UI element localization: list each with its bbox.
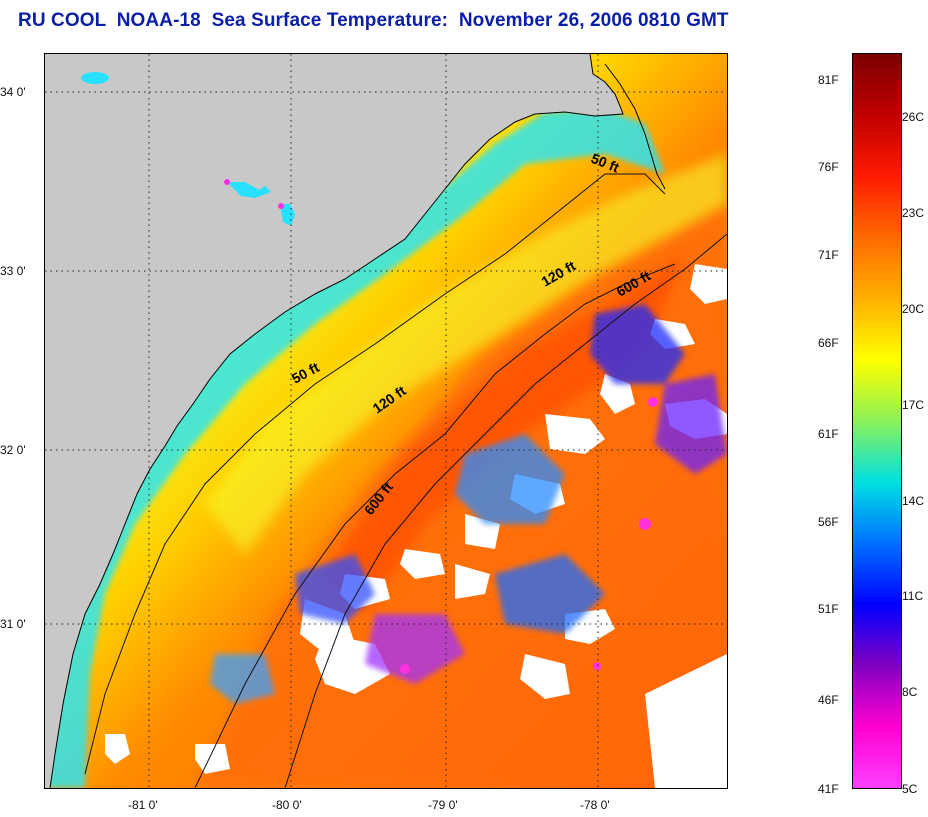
figure-title: RU COOL NOAA-18 Sea Surface Temperature:… bbox=[18, 10, 729, 31]
temperature-colorbar bbox=[852, 53, 902, 789]
colorbar-celsius-label: 26C bbox=[902, 110, 925, 124]
colorbar-celsius-label: 5C bbox=[902, 782, 918, 796]
colorbar-celsius-label: 23C bbox=[902, 206, 925, 220]
colorbar-fahrenheit-label: 46F bbox=[818, 693, 839, 707]
map-canvas: 50 ft 120 ft 600 ft 50 ft 120 ft 600 ft bbox=[45, 54, 727, 788]
land-mask bbox=[45, 54, 623, 788]
colorbar-fahrenheit-label: 71F bbox=[818, 248, 839, 262]
coastline bbox=[49, 54, 624, 788]
inland-lake bbox=[81, 72, 109, 84]
inland-water-coastline bbox=[604, 63, 666, 190]
colorbar-fahrenheit-label: 76F bbox=[818, 160, 839, 174]
colorbar-celsius-label: 20C bbox=[902, 302, 925, 316]
colorbar-fahrenheit-label: 41F bbox=[818, 782, 839, 796]
longitude-tick-label: -79 0' bbox=[428, 798, 458, 812]
cold-eddies bbox=[210, 304, 727, 704]
longitude-tick-label: -80 0' bbox=[272, 798, 302, 812]
colorbar-celsius-label: 11C bbox=[902, 589, 924, 603]
longitude-tick-label: -81 0' bbox=[128, 798, 158, 812]
colorbar-fahrenheit-label: 51F bbox=[818, 602, 839, 616]
lat-lon-grid bbox=[45, 54, 727, 788]
latitude-tick-label: 32 0' bbox=[0, 443, 26, 457]
longitude-tick-label: -78 0' bbox=[580, 798, 610, 812]
colorbar-fahrenheit-label: 66F bbox=[818, 336, 839, 350]
latitude-tick-label: 31 0' bbox=[0, 617, 26, 631]
colorbar-fahrenheit-label: 61F bbox=[818, 427, 839, 441]
nearshore-cold-band bbox=[45, 109, 665, 788]
latitude-tick-label: 33 0' bbox=[0, 264, 26, 278]
sst-map: 50 ft 120 ft 600 ft 50 ft 120 ft 600 ft bbox=[44, 53, 728, 789]
colorbar-fahrenheit-label: 81F bbox=[818, 73, 839, 87]
colorbar-fahrenheit-label: 56F bbox=[818, 515, 839, 529]
latitude-tick-label: 34 0' bbox=[0, 85, 26, 99]
cold-spots bbox=[224, 179, 658, 674]
colorbar-celsius-label: 17C bbox=[902, 398, 925, 412]
isobath-lines bbox=[84, 173, 727, 788]
mid-shelf-band bbox=[205, 154, 727, 554]
colorbar-celsius-label: 8C bbox=[902, 685, 918, 699]
colorbar-gradient bbox=[853, 54, 901, 788]
inland-lake bbox=[227, 182, 271, 198]
colorbar-celsius-label: 14C bbox=[902, 494, 925, 508]
